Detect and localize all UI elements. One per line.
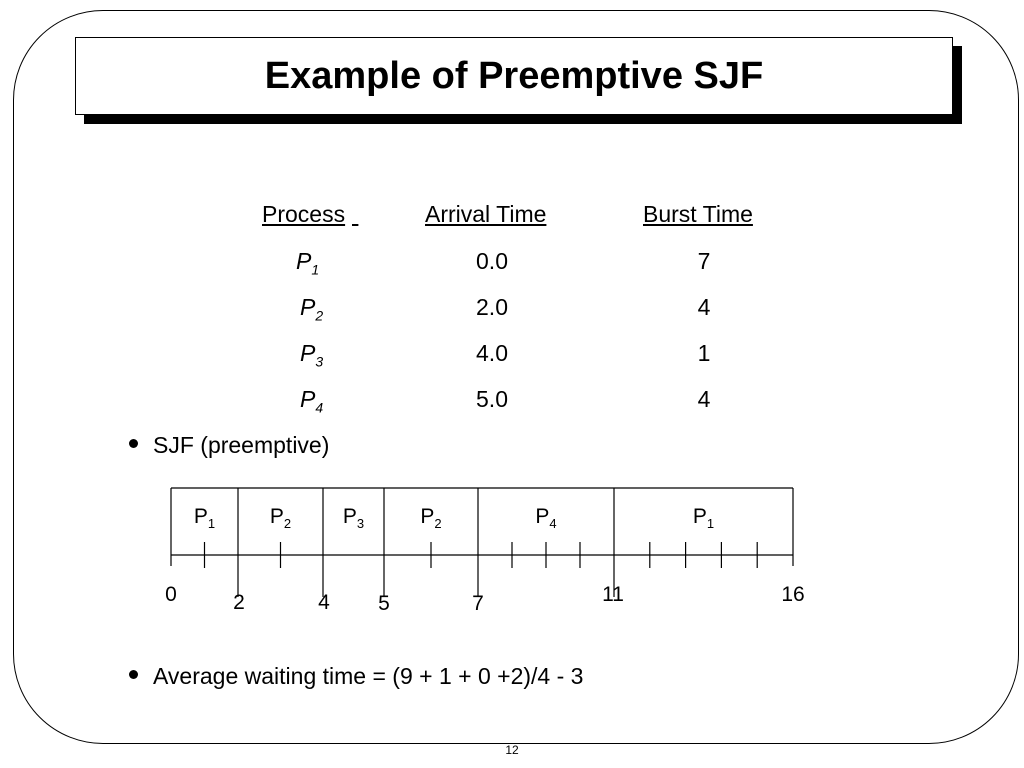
burst-cell: 1: [697, 340, 711, 366]
gantt-segment-label: P1: [193, 505, 216, 532]
process-cell: P3: [300, 340, 324, 370]
bullet-average-waiting-time: Average waiting time = (9 + 1 + 0 +2)/4 …: [153, 663, 584, 689]
arrival-cell: 0.0: [476, 248, 508, 274]
gantt-time-label: 4: [318, 591, 330, 614]
slide-frame: [13, 10, 1019, 744]
gantt-time-label: 5: [378, 592, 390, 615]
gantt-time-label: 11: [602, 583, 624, 606]
gantt-segment-label: P2: [420, 505, 442, 532]
gantt-segment-label: P1: [692, 505, 715, 532]
bullet-dot: [129, 670, 138, 679]
gantt-segment-label: P4: [535, 505, 557, 532]
arrival-cell: 5.0: [476, 386, 508, 412]
gantt-segment-label: P3: [342, 505, 365, 532]
process-cell: P4: [300, 386, 324, 416]
gantt-time-label: 0: [165, 583, 177, 606]
gantt-time-label: 7: [472, 592, 484, 615]
title-box: Example of Preemptive SJF: [75, 37, 953, 115]
arrival-cell: 4.0: [476, 340, 508, 366]
gantt-segment-label: P2: [269, 505, 292, 532]
burst-cell: 4: [697, 294, 711, 320]
bullet-dot: [129, 439, 138, 448]
burst-cell: 7: [697, 248, 711, 274]
header-process: Process: [262, 201, 346, 227]
process-cell: P2: [300, 294, 324, 324]
page-number: 12: [505, 743, 519, 757]
gantt-time-label: 16: [781, 583, 805, 606]
header-burst-time: Burst Time: [643, 201, 753, 227]
slide-title: Example of Preemptive SJF: [264, 54, 764, 97]
bullet-sjf-preemptive: SJF (preemptive): [153, 432, 330, 458]
process-cell: P1: [296, 248, 320, 278]
arrival-cell: 2.0: [476, 294, 508, 320]
gantt-time-label: 2: [233, 591, 245, 614]
header-arrival-time: Arrival Time: [425, 201, 547, 227]
burst-cell: 4: [697, 386, 711, 412]
